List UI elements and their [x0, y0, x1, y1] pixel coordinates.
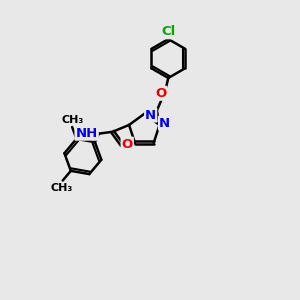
Text: N: N [159, 117, 170, 130]
Text: O: O [155, 87, 166, 100]
Text: CH₃: CH₃ [50, 183, 73, 193]
Text: NH: NH [76, 127, 98, 140]
Text: Cl: Cl [161, 25, 176, 38]
Text: CH₃: CH₃ [62, 115, 84, 125]
Text: N: N [145, 109, 156, 122]
Text: O: O [122, 138, 133, 151]
